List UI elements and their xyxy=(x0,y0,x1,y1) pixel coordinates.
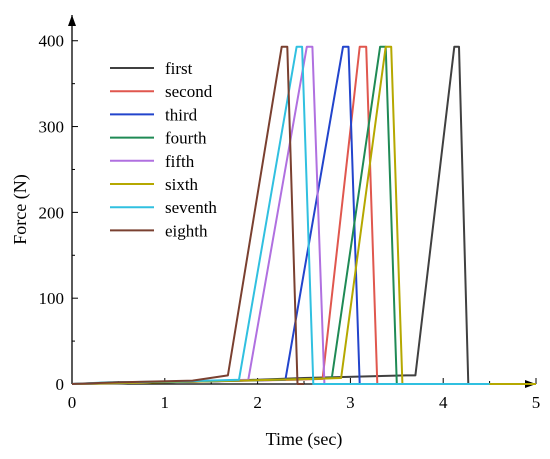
series-line-seventh xyxy=(71,45,490,385)
y-axis-arrow xyxy=(68,15,76,26)
y-axis-title: Force (N) xyxy=(10,174,31,244)
legend-label-eighth: eighth xyxy=(165,221,208,240)
legend-label-first: first xyxy=(165,59,193,78)
y-tick-label: 100 xyxy=(39,289,65,308)
legend-label-third: third xyxy=(165,105,198,124)
y-tick-label: 400 xyxy=(39,32,65,51)
legend-label-second: second xyxy=(165,82,213,101)
y-tick-label: 300 xyxy=(39,118,65,137)
ticks: 0 1 2 3 4 5 0 100 200 300 400 xyxy=(39,32,541,412)
x-tick-label: 5 xyxy=(532,393,541,412)
series-line-eighth xyxy=(71,45,304,385)
x-tick-label: 3 xyxy=(346,393,355,412)
legend-label-seventh: seventh xyxy=(165,198,217,217)
legend: first second third fourth fifth sixth seventh e… xyxy=(110,59,217,240)
series-line-third xyxy=(71,45,369,385)
series-line-first xyxy=(71,45,481,385)
legend-label-fifth: fifth xyxy=(165,152,195,171)
y-tick-label: 0 xyxy=(56,375,65,394)
series-line-second xyxy=(71,45,388,385)
y-tick-label: 200 xyxy=(39,203,65,222)
legend-label-fourth: fourth xyxy=(165,129,207,148)
legend-label-sixth: sixth xyxy=(165,175,199,194)
series-line-fourth xyxy=(71,45,407,385)
x-tick-label: 0 xyxy=(68,393,77,412)
x-tick-label: 2 xyxy=(253,393,262,412)
x-tick-label: 1 xyxy=(161,393,170,412)
x-tick-label: 4 xyxy=(439,393,448,412)
plot-lines xyxy=(71,45,536,385)
x-axis-title: Time (sec) xyxy=(266,429,343,450)
